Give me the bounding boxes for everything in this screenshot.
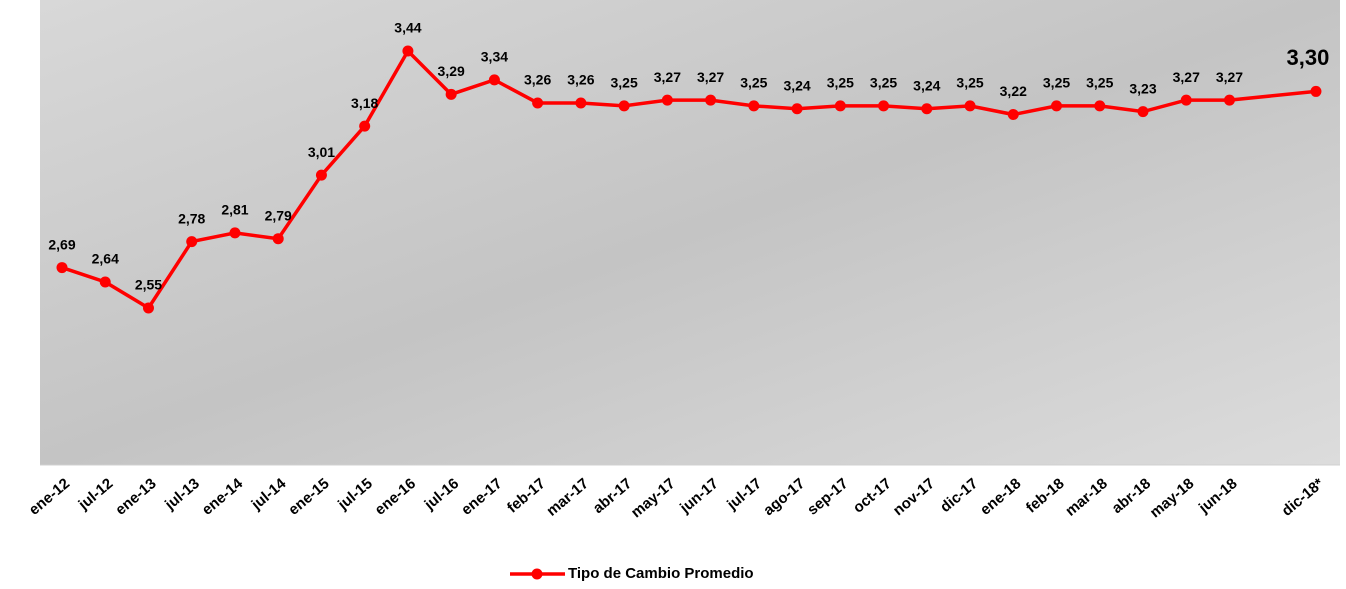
data-label: 3,26 xyxy=(567,72,594,88)
x-tick-label: jun-18 xyxy=(1195,475,1241,517)
data-label: 3,25 xyxy=(827,75,854,91)
x-tick-label: mar-17 xyxy=(543,475,592,520)
x-tick-label: jul-13 xyxy=(161,475,203,514)
x-tick-label: dic-17 xyxy=(937,475,981,516)
x-tick-label: ago-17 xyxy=(760,475,808,519)
marker xyxy=(1310,85,1322,97)
x-tick-label: ene-15 xyxy=(285,475,332,519)
marker xyxy=(186,236,198,248)
x-tick-label: feb-17 xyxy=(504,475,549,516)
x-tick-label: ene-17 xyxy=(458,475,505,519)
marker xyxy=(445,88,457,100)
marker xyxy=(1051,100,1063,112)
data-label: 3,22 xyxy=(1000,83,1027,99)
marker xyxy=(964,100,976,112)
data-label: 3,18 xyxy=(351,95,378,111)
data-label: 2,64 xyxy=(92,251,119,267)
x-tick-label: jul-17 xyxy=(723,475,765,514)
marker xyxy=(1007,109,1019,121)
marker xyxy=(272,233,284,245)
legend-label: Tipo de Cambio Promedio xyxy=(568,565,754,582)
marker xyxy=(359,120,371,132)
x-tick-label: jul-14 xyxy=(248,475,290,514)
marker xyxy=(921,103,933,115)
marker xyxy=(661,94,673,106)
x-tick-label: oct-17 xyxy=(850,475,895,516)
data-label: 2,55 xyxy=(135,277,162,293)
marker xyxy=(315,169,327,181)
marker xyxy=(488,74,500,86)
data-label: 3,25 xyxy=(610,75,637,91)
data-label: 3,27 xyxy=(1173,69,1200,85)
x-tick-label: nov-17 xyxy=(890,475,938,519)
marker xyxy=(575,97,587,109)
marker xyxy=(878,100,890,112)
x-tick-label: jul-12 xyxy=(75,475,117,514)
data-label: 3,30 xyxy=(1287,45,1330,70)
data-label: 3,25 xyxy=(956,75,983,91)
x-tick-label: mar-18 xyxy=(1062,475,1111,520)
data-label: 3,27 xyxy=(697,69,724,85)
data-label: 3,25 xyxy=(1086,75,1113,91)
data-label: 3,29 xyxy=(438,63,465,79)
data-label: 3,44 xyxy=(394,20,421,36)
data-label: 2,78 xyxy=(178,210,205,226)
data-label: 3,27 xyxy=(654,69,681,85)
marker xyxy=(142,302,154,314)
x-tick-label: ene-18 xyxy=(977,475,1024,519)
x-tick-label: sep-17 xyxy=(804,475,851,519)
marker xyxy=(1180,94,1192,106)
marker xyxy=(705,94,717,106)
x-tick-label: ene-14 xyxy=(199,475,247,519)
x-tick-label: feb-18 xyxy=(1023,475,1068,516)
x-tick-label: may-17 xyxy=(628,475,679,521)
data-label: 2,81 xyxy=(221,202,248,218)
data-label: 3,24 xyxy=(913,77,940,93)
background-image xyxy=(40,0,1340,465)
marker xyxy=(618,100,630,112)
marker xyxy=(402,45,414,57)
marker xyxy=(56,262,68,274)
marker xyxy=(99,276,111,288)
data-label: 3,27 xyxy=(1216,69,1243,85)
x-tick-label: ene-12 xyxy=(26,475,73,519)
data-label: 3,24 xyxy=(783,77,810,93)
x-tick-label: jun-17 xyxy=(676,475,722,517)
x-tick-label: ene-13 xyxy=(112,475,159,519)
x-tick-label: abr-17 xyxy=(590,475,635,517)
x-tick-label: abr-18 xyxy=(1109,475,1154,517)
data-label: 3,01 xyxy=(308,144,335,160)
x-tick-label: jul-15 xyxy=(334,475,376,514)
data-label: 3,25 xyxy=(740,75,767,91)
x-tick-label: jul-16 xyxy=(421,475,463,514)
x-tick-label: dic-18* xyxy=(1278,475,1327,520)
legend-marker xyxy=(531,568,543,580)
data-label: 2,69 xyxy=(48,236,75,252)
x-tick-label: ene-16 xyxy=(372,475,419,519)
data-label: 3,34 xyxy=(481,49,508,65)
marker xyxy=(834,100,846,112)
data-label: 3,25 xyxy=(1043,75,1070,91)
marker xyxy=(748,100,760,112)
data-label: 2,79 xyxy=(265,207,292,223)
data-label: 3,23 xyxy=(1129,80,1156,96)
data-label: 3,25 xyxy=(870,75,897,91)
marker xyxy=(532,97,544,109)
data-label: 3,26 xyxy=(524,72,551,88)
marker xyxy=(229,227,241,239)
marker xyxy=(791,103,803,115)
x-tick-label: may-18 xyxy=(1147,475,1198,521)
marker xyxy=(1137,106,1149,118)
marker xyxy=(1094,100,1106,112)
marker xyxy=(1223,94,1235,106)
